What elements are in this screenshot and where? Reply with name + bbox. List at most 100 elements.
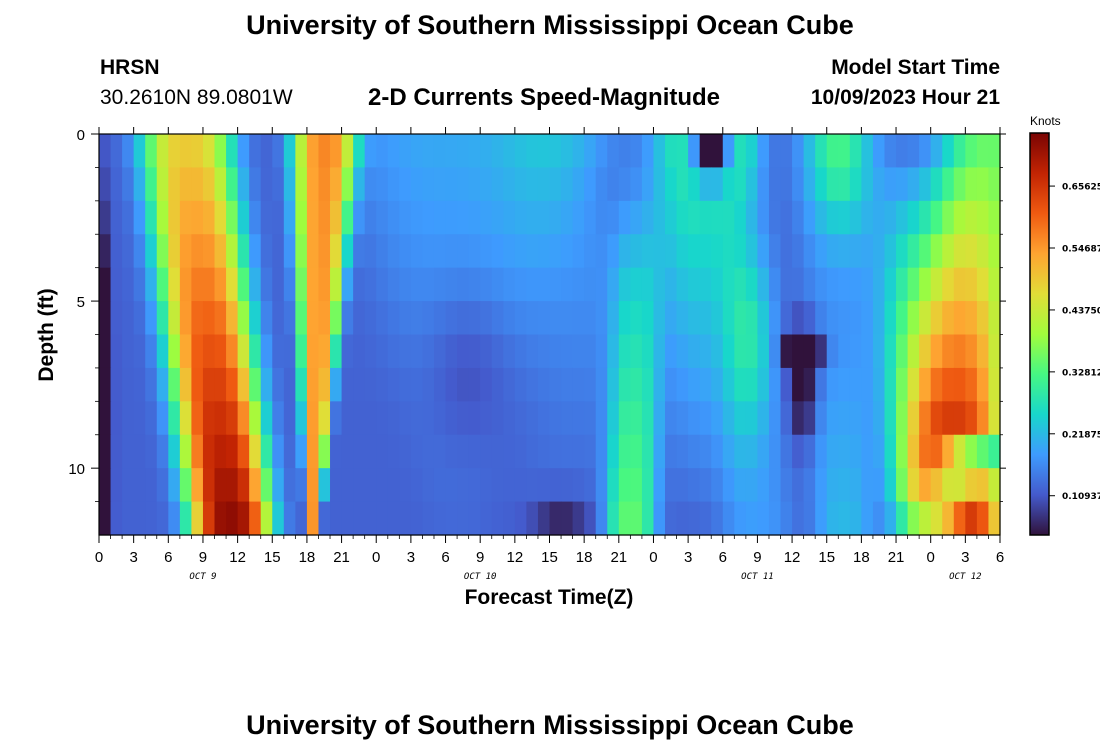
x-tick-label: 3	[407, 549, 415, 566]
heatmap-cell	[260, 267, 273, 302]
heatmap-cell	[191, 134, 204, 169]
x-tick-label: 6	[719, 549, 727, 566]
heatmap-cell	[410, 167, 424, 202]
heatmap-cell	[896, 167, 909, 202]
heatmap-cell	[410, 134, 424, 169]
heatmap-cell	[572, 334, 585, 369]
heatmap-cell	[237, 334, 250, 369]
heatmap-cell	[179, 501, 193, 536]
heatmap-cell	[930, 367, 943, 402]
heatmap-cell	[330, 434, 343, 469]
heatmap-cell	[110, 468, 123, 503]
heatmap-cell	[907, 301, 920, 336]
heatmap-cell	[445, 334, 458, 369]
heatmap-cell	[930, 434, 943, 469]
heatmap-cell	[399, 234, 412, 269]
heatmap-cell	[549, 200, 562, 235]
heatmap-cell	[803, 134, 816, 169]
heatmap-cell	[711, 234, 724, 269]
heatmap-cell	[641, 234, 655, 269]
heatmap-cell	[202, 167, 216, 202]
heatmap-cell	[919, 234, 932, 269]
plot-title: 2-D Currents Speed-Magnitude	[368, 84, 721, 111]
heatmap-cell	[688, 501, 701, 536]
x-tick-label: 12	[507, 549, 524, 566]
heatmap-cell	[665, 200, 678, 235]
heatmap-cell	[584, 434, 597, 469]
heatmap-cell	[745, 234, 759, 269]
x-tick-label: 21	[610, 549, 627, 566]
heatmap-cell	[410, 200, 424, 235]
heatmap-cell	[295, 401, 308, 436]
heatmap-cell	[734, 501, 747, 536]
heatmap-cell	[930, 134, 943, 169]
heatmap-cell	[122, 501, 135, 536]
heatmap-cell	[168, 267, 181, 302]
heatmap-cell	[433, 167, 447, 202]
heatmap-cell	[422, 401, 435, 436]
heatmap-cell	[734, 200, 747, 235]
heatmap-cell	[953, 234, 966, 269]
heatmap-cell	[122, 468, 135, 503]
heatmap-cell	[757, 301, 770, 336]
heatmap-cell	[942, 401, 955, 436]
heatmap-cell	[826, 167, 839, 202]
heatmap-cell	[122, 401, 135, 436]
heatmap-cell	[364, 301, 377, 336]
heatmap-cell	[988, 267, 1001, 302]
heatmap-cell	[572, 267, 585, 302]
heatmap-cell	[399, 134, 412, 169]
heatmap-cell	[745, 200, 759, 235]
heatmap-cell	[607, 468, 620, 503]
heatmap-cell	[330, 134, 343, 169]
heatmap-cell	[792, 334, 805, 369]
heatmap-cell	[226, 167, 239, 202]
heatmap-cell	[734, 334, 747, 369]
heatmap-cell	[641, 301, 655, 336]
heatmap-cell	[318, 200, 331, 235]
heatmap-cell	[306, 234, 320, 269]
heatmap-cell	[815, 501, 828, 536]
heatmap-cell	[572, 167, 585, 202]
heatmap-cell	[445, 267, 458, 302]
heatmap-cell	[99, 134, 112, 169]
heatmap-cell	[457, 434, 470, 469]
heatmap-cell	[699, 234, 712, 269]
model-start-label: Model Start Time	[831, 56, 1000, 79]
heatmap-cell	[480, 468, 493, 503]
heatmap-cell	[815, 367, 828, 402]
heatmap-cell	[803, 367, 816, 402]
heatmap-cell	[942, 367, 955, 402]
heatmap-cell	[561, 134, 574, 169]
heatmap-cell	[653, 200, 666, 235]
heatmap-cell	[757, 401, 770, 436]
heatmap-cell	[872, 434, 886, 469]
heatmap-cell	[584, 501, 597, 536]
heatmap-cell	[572, 134, 585, 169]
heatmap-cell	[976, 267, 990, 302]
heatmap-cell	[919, 367, 932, 402]
heatmap-cell	[491, 167, 504, 202]
heatmap-cell	[133, 434, 146, 469]
heatmap-cell	[491, 401, 504, 436]
heatmap-cell	[653, 234, 666, 269]
heatmap-cell	[480, 401, 493, 436]
heatmap-cell	[803, 234, 816, 269]
heatmap-cell	[480, 267, 493, 302]
heatmap-cell	[156, 468, 169, 503]
heatmap-cell	[919, 401, 932, 436]
heatmap-cell	[838, 234, 851, 269]
heatmap-cell	[156, 234, 169, 269]
heatmap-cell	[179, 167, 193, 202]
heatmap-cell	[399, 468, 412, 503]
heatmap-cell	[249, 200, 262, 235]
heatmap-cell	[306, 267, 320, 302]
heatmap-cell	[792, 267, 805, 302]
heatmap-cell	[202, 200, 216, 235]
heatmap-cell	[930, 234, 943, 269]
heatmap-cell	[249, 134, 262, 169]
heatmap-cell	[353, 367, 366, 402]
heatmap-cell	[803, 334, 816, 369]
x-tick-label: 3	[961, 549, 969, 566]
heatmap-cell	[630, 468, 643, 503]
